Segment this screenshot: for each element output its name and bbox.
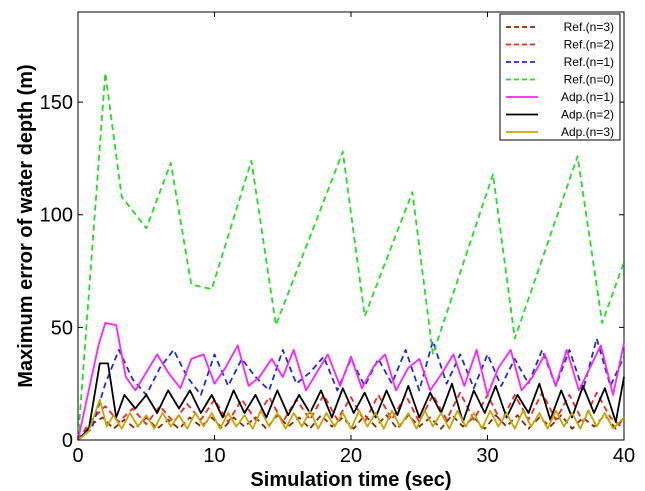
legend-label-4: Adp.(n=1)	[561, 90, 614, 104]
y-axis-label: Maximum error of water depth (m)	[15, 64, 37, 387]
x-tick-label-1: 10	[203, 445, 225, 467]
y-tick-label-2: 100	[40, 205, 73, 227]
legend: Ref.(n=3) Ref.(n=2) Ref.(n=1) Ref.(n=0) Adp.…	[500, 14, 620, 140]
x-tick-label-0: 0	[72, 445, 83, 467]
y-tick-label-1: 50	[51, 317, 73, 339]
legend-label-6: Adp.(n=3)	[561, 125, 614, 139]
legend-label-2: Ref.(n=1)	[564, 55, 614, 69]
legend-label-0: Ref.(n=3)	[564, 20, 614, 34]
y-tick-label-0: 0	[62, 430, 73, 452]
x-tick-label-2: 20	[340, 445, 362, 467]
legend-label-1: Ref.(n=2)	[564, 38, 614, 52]
legend-label-5: Adp.(n=2)	[561, 108, 614, 122]
x-axis-label: Simulation time (sec)	[250, 469, 451, 491]
y-tick-label-3: 150	[40, 92, 73, 114]
x-tick-label-4: 40	[613, 445, 635, 467]
x-tick-label-3: 30	[476, 445, 498, 467]
legend-label-3: Ref.(n=0)	[564, 73, 614, 87]
